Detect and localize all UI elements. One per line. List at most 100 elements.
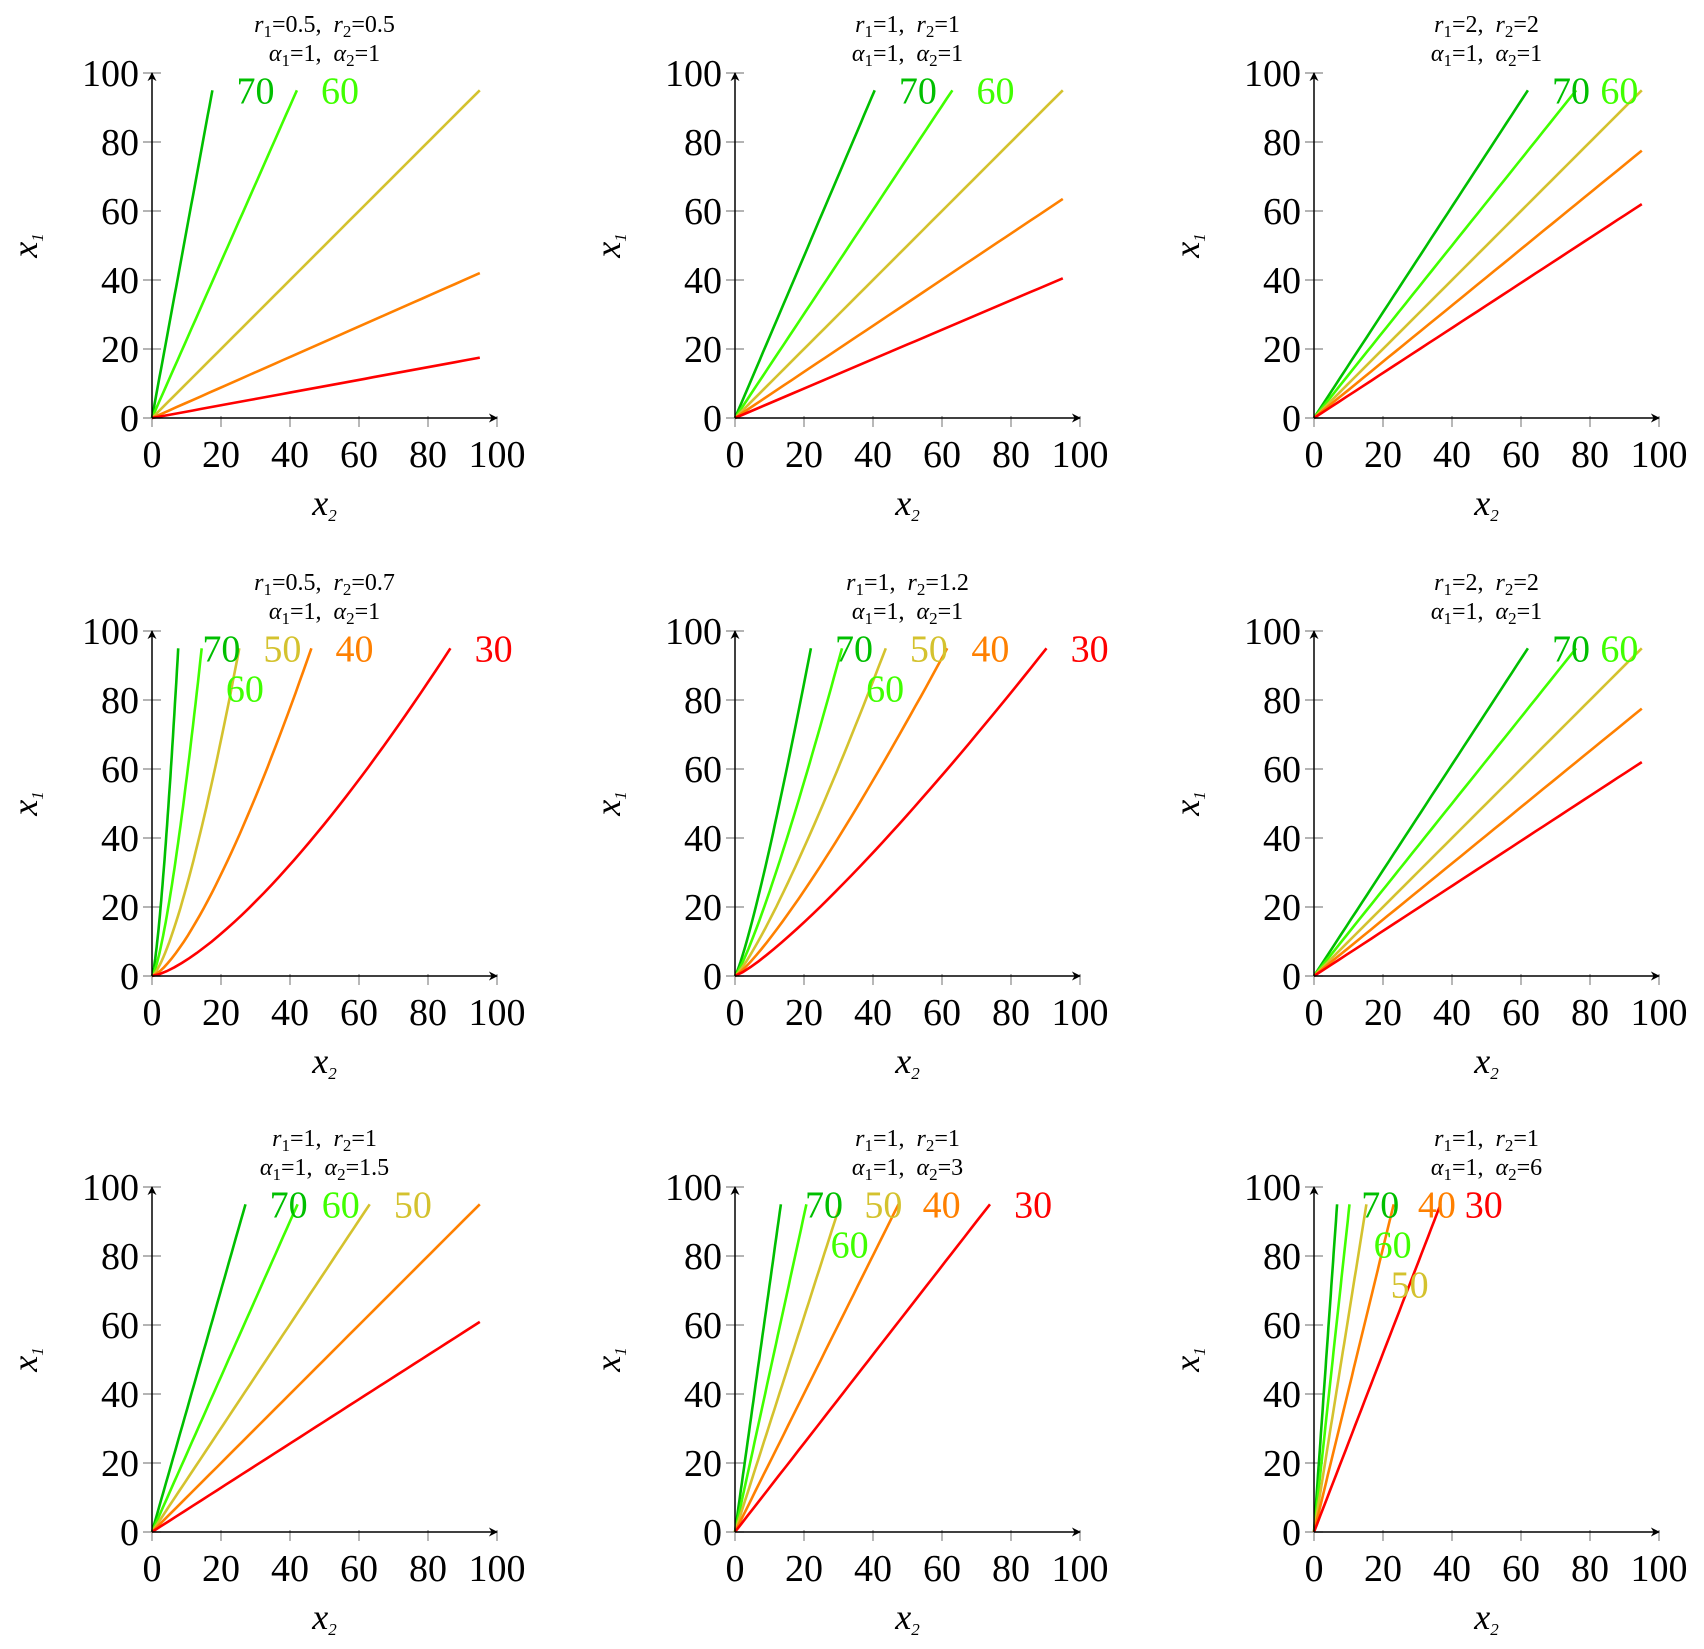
y-axis-label: x1 bbox=[588, 1347, 630, 1372]
level-curve-40 bbox=[734, 197, 1064, 420]
x-axis-label: x2 bbox=[311, 1597, 337, 1639]
panel-title-line: r1=2, r2=2 bbox=[1434, 570, 1539, 599]
panel-5: r1=1, r2=1.2α1=1, α2=10 20 40 60 80 100020406… bbox=[588, 570, 1109, 1083]
y-tick-label: 0 bbox=[703, 956, 722, 998]
equals: = bbox=[938, 41, 952, 67]
level-curve-60 bbox=[150, 89, 299, 419]
y-axis-label: x1 bbox=[5, 1347, 47, 1372]
y-tick-label: 80 bbox=[1263, 122, 1301, 164]
equals: = bbox=[1452, 41, 1466, 67]
param-subscript: 2 bbox=[926, 22, 935, 41]
y-axis-label: x1 bbox=[588, 791, 630, 816]
param-value: 0.5 bbox=[365, 12, 395, 38]
x-axis-label: x2 bbox=[1473, 1597, 1499, 1639]
level-label-70: 70 bbox=[899, 70, 937, 112]
param-value: 1 bbox=[1527, 1126, 1539, 1152]
subscript: 1 bbox=[28, 1347, 47, 1356]
y-tick-label: 80 bbox=[1263, 680, 1301, 722]
level-curve-40 bbox=[151, 271, 481, 420]
param-symbol: r bbox=[855, 1126, 865, 1152]
level-curve-50 bbox=[1312, 1204, 1368, 1533]
equals: = bbox=[272, 570, 286, 596]
param-subscript: 2 bbox=[346, 609, 355, 628]
x-tick-label: 20 bbox=[1364, 992, 1402, 1034]
param-value: 2 bbox=[1466, 570, 1478, 596]
param-subscript: 1 bbox=[864, 51, 873, 70]
symbol: x bbox=[5, 1356, 45, 1373]
param-subscript: 2 bbox=[346, 51, 355, 70]
equals: = bbox=[1517, 1155, 1531, 1181]
level-curve-70 bbox=[150, 90, 214, 419]
y-tick-label: 40 bbox=[1263, 1374, 1301, 1416]
param-value: 1 bbox=[368, 41, 380, 67]
x-tick-label: 80 bbox=[992, 434, 1030, 476]
param-value: 1 bbox=[295, 1155, 307, 1181]
equals: = bbox=[1452, 1126, 1466, 1152]
subscript: 1 bbox=[1190, 233, 1209, 242]
x-tick-label: 0 bbox=[1305, 1548, 1324, 1590]
x-tick-label: 60 bbox=[340, 1548, 378, 1590]
separator: , bbox=[1478, 599, 1496, 625]
y-axis-label: x1 bbox=[1167, 791, 1209, 816]
equals: = bbox=[1517, 599, 1531, 625]
subscript: 2 bbox=[911, 1064, 920, 1083]
equals: = bbox=[290, 1126, 304, 1152]
param-value: 1 bbox=[887, 599, 899, 625]
level-curve-60 bbox=[733, 647, 844, 977]
level-label-60: 60 bbox=[1374, 1224, 1412, 1266]
param-subscript: 1 bbox=[1443, 1136, 1452, 1155]
y-tick-label: 100 bbox=[82, 1167, 139, 1209]
y-tick-label: 20 bbox=[101, 329, 139, 371]
param-subscript: 2 bbox=[343, 22, 352, 41]
level-label-50: 50 bbox=[1391, 1264, 1429, 1306]
x-tick-label: 0 bbox=[1305, 434, 1324, 476]
param-value: 6 bbox=[1530, 1155, 1542, 1181]
x-tick-label: 0 bbox=[1305, 992, 1324, 1034]
level-label-50: 50 bbox=[864, 1184, 902, 1226]
y-tick-label: 80 bbox=[101, 122, 139, 164]
param-value: 2 bbox=[1527, 12, 1539, 38]
param-symbol: r bbox=[1434, 1126, 1444, 1152]
param-subscript: 2 bbox=[1505, 1136, 1514, 1155]
param-subscript: 1 bbox=[281, 1136, 290, 1155]
x-tick-label: 20 bbox=[785, 1548, 823, 1590]
param-subscript: 1 bbox=[864, 1136, 873, 1155]
y-tick-label: 0 bbox=[120, 398, 139, 440]
equals: = bbox=[873, 41, 887, 67]
level-label-70: 70 bbox=[1552, 628, 1590, 670]
level-curve-30 bbox=[151, 1320, 481, 1534]
x-tick-label: 0 bbox=[726, 434, 745, 476]
y-tick-label: 60 bbox=[1263, 749, 1301, 791]
param-value: 1 bbox=[1466, 599, 1478, 625]
param-value: 1 bbox=[1466, 1155, 1478, 1181]
level-curve-50 bbox=[150, 1203, 371, 1533]
x-tick-label: 40 bbox=[854, 992, 892, 1034]
param-value: 2 bbox=[1527, 570, 1539, 596]
y-tick-label: 60 bbox=[684, 749, 722, 791]
equals: = bbox=[938, 599, 952, 625]
param-subscript: 1 bbox=[1443, 51, 1452, 70]
param-symbol: r bbox=[917, 12, 927, 38]
x-tick-label: 0 bbox=[143, 992, 162, 1034]
symbol: x bbox=[1167, 242, 1207, 259]
param-subscript: 1 bbox=[864, 22, 873, 41]
level-curve-70 bbox=[1312, 89, 1529, 419]
level-label-60: 60 bbox=[322, 1184, 360, 1226]
param-value: 1 bbox=[1530, 41, 1542, 67]
symbol: x bbox=[588, 242, 628, 259]
level-label-70: 70 bbox=[237, 70, 275, 112]
symbol: x bbox=[311, 1041, 328, 1081]
symbol: x bbox=[311, 483, 328, 523]
y-tick-label: 100 bbox=[82, 611, 139, 653]
level-curve-70 bbox=[733, 89, 876, 419]
x-tick-label: 20 bbox=[1364, 1548, 1402, 1590]
level-label-60: 60 bbox=[226, 668, 264, 710]
panel-6: r1=2, r2=2α1=1, α2=10 20 40 60 80 10002040608… bbox=[1167, 570, 1688, 1083]
symbol: x bbox=[1473, 1597, 1490, 1637]
x-tick-label: 0 bbox=[143, 434, 162, 476]
panel-title-line: r1=2, r2=2 bbox=[1434, 12, 1539, 41]
x-tick-label: 60 bbox=[1502, 434, 1540, 476]
panel-title-line: α1=1, α2=1 bbox=[852, 41, 963, 70]
y-tick-label: 40 bbox=[1263, 260, 1301, 302]
x-tick-label: 100 bbox=[469, 992, 526, 1034]
